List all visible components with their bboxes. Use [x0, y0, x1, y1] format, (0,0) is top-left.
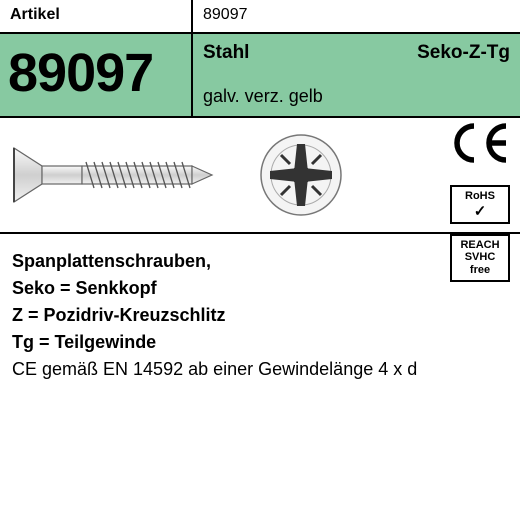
- description-block: Spanplattenschrauben, Seko = Senkkopf Z …: [0, 234, 430, 395]
- finish-label: galv. verz. gelb: [203, 86, 510, 107]
- header-row-2: 89097 Stahl galv. verz. gelb Seko-Z-Tg: [0, 34, 520, 118]
- desc-l4b: = Teilgewinde: [34, 332, 156, 352]
- header-value-code: 89097: [193, 0, 520, 32]
- header-row-1: Artikel 89097: [0, 0, 520, 34]
- pozidriv-drive-icon: [258, 132, 344, 218]
- article-code-large: 89097: [0, 34, 193, 116]
- header-label-artikel: Artikel: [0, 0, 193, 32]
- reach-line2: SVHC: [465, 251, 496, 263]
- desc-l2b: = Senkkopf: [55, 278, 157, 298]
- desc-l5: CE gemäß EN 14592 ab einer Gewindelänge …: [12, 356, 418, 383]
- desc-l3b: = Pozidriv-Kreuzschlitz: [23, 305, 226, 325]
- reach-badge: REACH SVHC free: [450, 234, 510, 282]
- desc-l4a: Tg: [12, 332, 34, 352]
- rohs-badge: RoHS ✓: [450, 185, 510, 224]
- ce-mark: [450, 122, 510, 171]
- badge-column: RoHS ✓ REACH SVHC free: [450, 122, 510, 282]
- screw-side-icon: [12, 132, 222, 218]
- seko-tg-label: Seko-Z-Tg: [417, 42, 510, 64]
- desc-line1: Spanplattenschrauben,: [12, 251, 211, 271]
- image-band: [0, 118, 520, 234]
- reach-line3: free: [470, 264, 490, 276]
- rohs-text: RoHS: [465, 190, 495, 202]
- desc-l2a: Seko: [12, 278, 55, 298]
- reach-line1: REACH: [460, 239, 499, 251]
- check-icon: ✓: [455, 204, 505, 219]
- desc-l3a: Z: [12, 305, 23, 325]
